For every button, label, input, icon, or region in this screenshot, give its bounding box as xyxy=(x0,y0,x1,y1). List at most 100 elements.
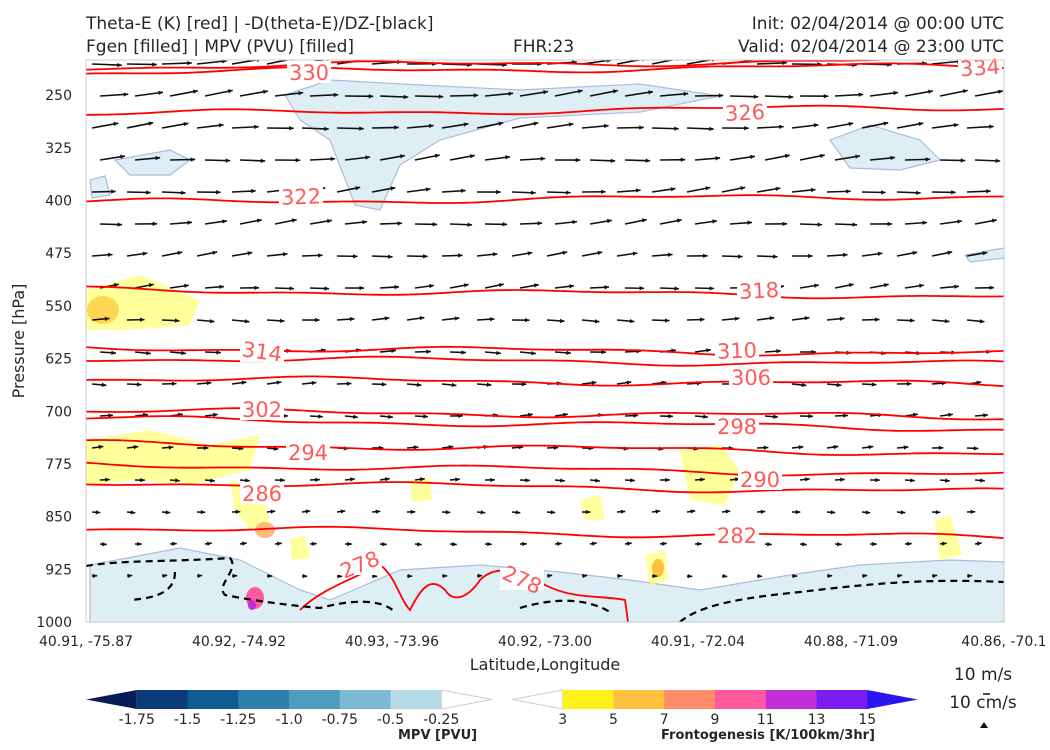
wind-arrowhead xyxy=(158,90,164,96)
wind-arrow xyxy=(616,60,643,65)
wind-arrowhead xyxy=(490,477,495,483)
wind-arrow xyxy=(266,60,291,65)
wind-arrowhead xyxy=(709,286,715,291)
wind-arrow xyxy=(659,92,689,97)
theta-e-label: 294 xyxy=(288,441,328,465)
fgen-region xyxy=(410,478,432,502)
wind-arrow xyxy=(939,89,968,97)
wind-arrowhead xyxy=(496,350,501,356)
wind-arrowhead xyxy=(227,89,233,94)
wind-arrowhead xyxy=(753,94,759,99)
wind-arrowhead xyxy=(703,253,708,259)
wind-arrowhead xyxy=(181,190,186,195)
wind-arrowhead xyxy=(270,509,276,514)
wind-arrowhead xyxy=(989,285,995,290)
wind-arrowhead xyxy=(524,317,530,323)
ddz-contour xyxy=(129,571,177,602)
theta-e-contour xyxy=(86,439,1004,456)
wind-arrowhead xyxy=(387,254,393,259)
wind-arrowhead xyxy=(324,286,330,291)
wind-arrowhead xyxy=(620,509,626,514)
x-tick-label: 40.86, -70.1 xyxy=(961,634,1046,650)
wind-arrowhead xyxy=(699,317,705,322)
wind-arrowhead xyxy=(359,126,364,131)
wind-arrowhead xyxy=(875,477,880,483)
wind-arrowhead xyxy=(460,188,466,193)
colorbar-tick-label: 7 xyxy=(660,712,669,728)
wind-arrowhead xyxy=(855,154,860,159)
wind-arrowhead xyxy=(872,541,877,547)
wind-arrowhead xyxy=(540,156,546,161)
wind-arrowhead xyxy=(452,542,457,547)
wind-arrowhead xyxy=(945,478,950,483)
theta-e-label-bg xyxy=(715,415,759,437)
theta-e-contour xyxy=(86,481,1004,494)
y-tick-label: 400 xyxy=(45,194,72,210)
forecast-hour: FHR:23 xyxy=(513,37,575,57)
wind-arrow xyxy=(414,95,444,98)
wind-arrowhead xyxy=(305,509,311,514)
wind-arrowhead xyxy=(399,154,405,159)
wind-arrow xyxy=(651,60,676,65)
wind-arrowhead xyxy=(312,541,317,547)
wind-arrowhead xyxy=(346,381,352,386)
wind-arrowhead xyxy=(947,250,953,255)
wind-arrowhead xyxy=(384,477,390,482)
wind-arrowhead xyxy=(848,121,854,127)
colorbar-extend-low xyxy=(511,689,564,710)
fgen-region xyxy=(680,445,740,505)
wind-arrowhead xyxy=(629,318,635,324)
wind-arrowhead xyxy=(706,348,711,353)
wind-arrow xyxy=(99,93,129,97)
wind-arrowhead xyxy=(533,283,539,288)
wind-arrowhead xyxy=(311,380,317,386)
wind-arrowhead xyxy=(648,90,653,95)
wind-arrowhead xyxy=(591,541,597,546)
theta-e-contour xyxy=(86,525,1004,539)
wind-arrowhead xyxy=(740,186,746,191)
theta-e-contour xyxy=(86,104,1004,116)
wind-arrowhead xyxy=(168,445,174,450)
wind-arrowhead xyxy=(804,316,810,321)
x-tick-label: 40.91, -75.87 xyxy=(39,634,133,650)
wind-arrow xyxy=(519,90,549,97)
valid-time: Valid: 02/04/2014 @ 23:00 UTC xyxy=(738,37,1004,57)
wind-arrowhead xyxy=(927,89,933,94)
wind-arrowhead xyxy=(254,124,259,130)
wind-arrowhead xyxy=(865,510,871,515)
wind-arrowhead xyxy=(792,573,798,579)
wind-arrow xyxy=(126,63,157,66)
colorbar-segment xyxy=(339,690,391,709)
colorbar-tick-label: 11 xyxy=(757,712,775,728)
wind-arrowhead xyxy=(846,189,851,194)
wind-arrowhead xyxy=(639,286,645,291)
wind-arrowhead xyxy=(597,250,603,256)
wind-arrowhead xyxy=(190,157,196,162)
wind-arrowhead xyxy=(802,542,807,547)
wind-arrow xyxy=(204,89,233,97)
wind-arrow xyxy=(554,89,583,97)
wind-arrowhead xyxy=(175,478,180,483)
wind-arrowhead xyxy=(836,382,842,388)
wind-ref-arrow-vertical xyxy=(980,722,988,728)
wind-arrowhead xyxy=(333,92,339,98)
wind-arrowhead xyxy=(617,573,623,579)
wind-arrowhead xyxy=(225,158,231,163)
theta-e-label: 334 xyxy=(959,55,1001,82)
init-time: Init: 02/04/2014 @ 00:00 UTC xyxy=(751,14,1004,34)
fgen-region xyxy=(86,430,260,485)
wind-arrowhead xyxy=(155,155,161,161)
wind-arrowhead xyxy=(607,218,612,224)
wind-arrow xyxy=(974,90,1003,97)
wind-arrowhead xyxy=(187,220,193,225)
theta-e-contour xyxy=(86,355,1004,367)
wind-arrowhead xyxy=(601,349,606,355)
wind-arrowhead xyxy=(591,380,597,386)
colorbar-segment xyxy=(187,690,239,709)
wind-arrowhead xyxy=(102,541,107,547)
wind-arrowhead xyxy=(960,158,966,163)
wind-arrowhead xyxy=(784,153,790,159)
wind-arrowhead xyxy=(997,89,1003,94)
wind-arrowhead xyxy=(171,381,177,386)
wind-arrowhead xyxy=(986,189,991,194)
